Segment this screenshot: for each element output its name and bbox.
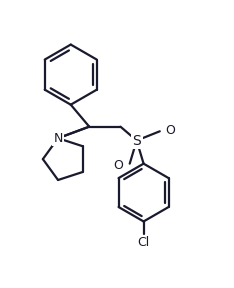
Text: O: O (113, 160, 123, 173)
Text: S: S (132, 134, 141, 147)
Text: O: O (165, 124, 175, 137)
Text: N: N (53, 132, 63, 145)
Text: Cl: Cl (137, 236, 150, 249)
